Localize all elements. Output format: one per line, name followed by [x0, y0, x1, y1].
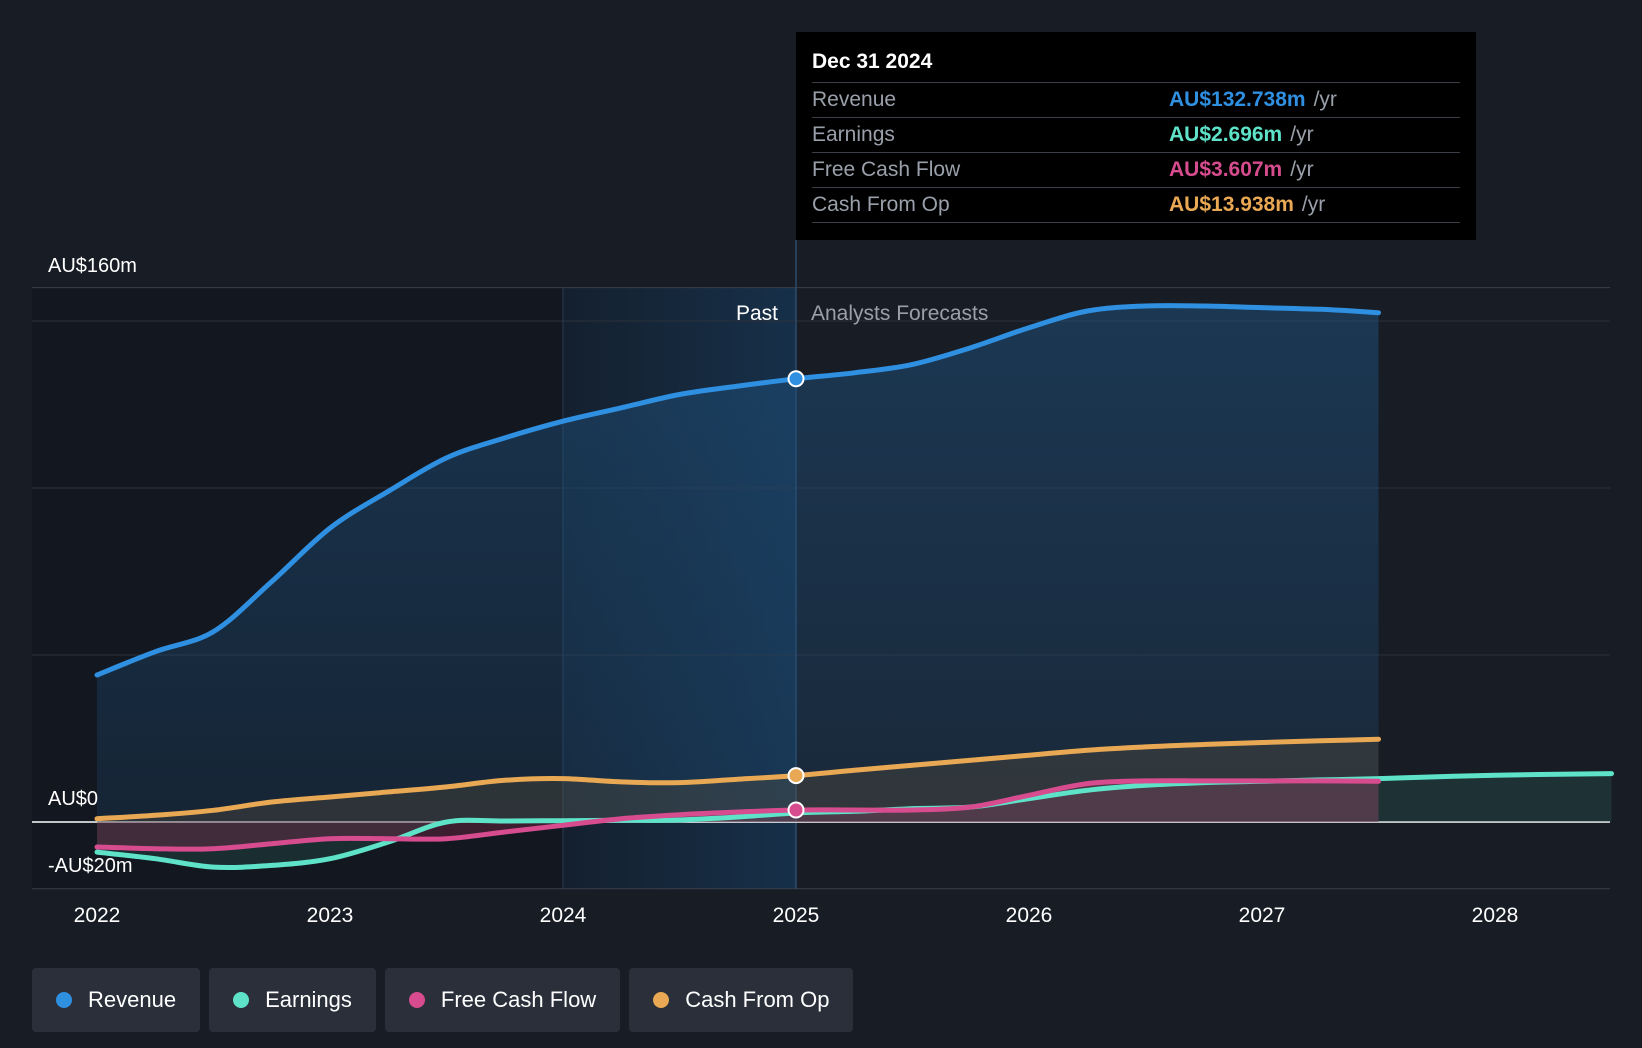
revenue-area — [97, 305, 1379, 822]
legend-item-free-cash-flow[interactable]: Free Cash Flow — [384, 968, 621, 1032]
legend-label: Revenue — [88, 987, 177, 1012]
legend-dot-icon — [56, 992, 72, 1008]
tooltip-date: Dec 31 2024 — [812, 46, 1460, 83]
series-line-cash-from-op — [94, 736, 1381, 822]
tooltip-unit: /yr — [1290, 158, 1314, 181]
tooltip-value: AU$2.696m — [1169, 123, 1283, 146]
x-axis-tick: 2025 — [773, 904, 820, 927]
marker-cash-from-op — [787, 767, 805, 785]
legend-item-revenue[interactable]: Revenue — [32, 968, 201, 1032]
tooltip-unit: /yr — [1313, 88, 1337, 111]
tooltip-value: AU$3.607m — [1169, 158, 1283, 181]
tooltip-row-revenue: Revenue AU$132.738m /yr — [812, 83, 1460, 118]
series-line-free-cash-flow — [94, 778, 1381, 852]
tooltip-label: Revenue — [812, 88, 897, 111]
legend-dot-icon — [408, 992, 425, 1008]
tooltip-row-earnings: Earnings AU$2.696m /yr — [812, 118, 1460, 153]
x-axis-tick: 2026 — [1006, 904, 1053, 927]
marker-free-cash-flow — [787, 801, 805, 819]
legend-label: Free Cash Flow — [440, 987, 597, 1012]
earnings-area — [97, 773, 1612, 868]
legend-label: Earnings — [265, 987, 352, 1012]
tooltip-label: Cash From Op — [812, 193, 950, 216]
legend: Revenue Earnings Free Cash Flow Cash Fro… — [32, 968, 854, 1032]
x-axis-tick: 2027 — [1239, 904, 1286, 927]
tooltip-label: Free Cash Flow — [812, 158, 961, 181]
tooltip-unit: /yr — [1301, 193, 1326, 216]
y-axis-label: AU$0 — [48, 788, 98, 810]
tooltip-unit: /yr — [1290, 123, 1314, 146]
tooltip-value: AU$13.938m — [1169, 193, 1294, 216]
x-axis-tick: 2024 — [540, 904, 587, 927]
legend-label: Cash From Op — [685, 987, 830, 1012]
legend-item-earnings[interactable]: Earnings — [209, 968, 376, 1032]
legend-dot-icon — [233, 992, 250, 1008]
tooltip-row-cash-from-op: Cash From Op AU$13.938m /yr — [812, 188, 1460, 223]
legend-item-cash-from-op[interactable]: Cash From Op — [629, 968, 854, 1032]
series-line-revenue — [94, 303, 1381, 678]
tooltip-value: AU$132.738m — [1169, 88, 1306, 111]
y-axis-label: AU$160m — [48, 255, 137, 277]
legend-dot-icon — [653, 992, 670, 1008]
x-axis-tick: 2028 — [1472, 904, 1519, 927]
x-axis-tick: 2023 — [307, 904, 354, 927]
forecast-label: Analysts Forecasts — [811, 302, 988, 325]
y-axis-label: -AU$20m — [48, 855, 132, 877]
tooltip-label: Earnings — [812, 123, 895, 146]
past-label: Past — [736, 302, 778, 325]
tooltip: Dec 31 2024 Revenue AU$132.738m /yr Earn… — [796, 32, 1476, 240]
marker-revenue — [787, 370, 805, 388]
tooltip-row-free-cash-flow: Free Cash Flow AU$3.607m /yr — [812, 153, 1460, 188]
x-axis-tick: 2022 — [74, 904, 121, 927]
